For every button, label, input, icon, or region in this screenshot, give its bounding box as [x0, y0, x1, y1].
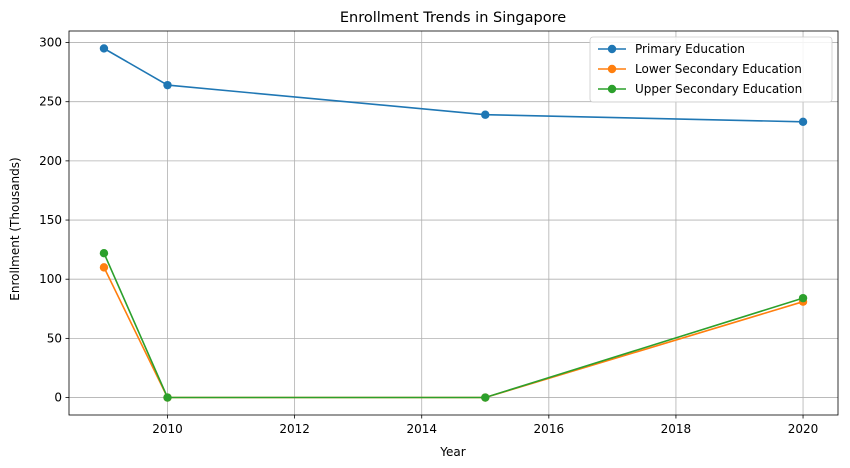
- series-line: [103, 47, 804, 123]
- data-point: [798, 293, 808, 303]
- data-point: [99, 44, 109, 53]
- legend-marker: [607, 44, 617, 54]
- axis-ticks: 2010 2012 2014 2016 2018 2020 0 50 100 150 200 250 3…: [39, 36, 818, 436]
- legend-label: Upper Secondary Education: [635, 82, 802, 96]
- legend-marker: [607, 64, 617, 74]
- series-layer: [99, 44, 808, 402]
- legend-label: Primary Education: [635, 42, 745, 56]
- series-line: [103, 267, 804, 399]
- x-tick-label: 2010: [152, 422, 183, 436]
- x-tick-label: 2012: [279, 422, 310, 436]
- legend-box: [589, 36, 833, 103]
- x-tick-label: 2020: [788, 422, 819, 436]
- y-tick-label: 150: [39, 213, 62, 227]
- data-point: [99, 263, 109, 272]
- data-point: [163, 393, 172, 402]
- data-point: [798, 117, 808, 127]
- x-axis-label: Year: [439, 445, 465, 459]
- y-tick-label: 200: [39, 154, 62, 168]
- chart-title: Enrollment Trends in Singapore: [340, 10, 566, 26]
- plot-frame: [68, 30, 839, 416]
- series-line: [103, 252, 804, 399]
- y-tick-label: 250: [39, 95, 62, 109]
- data-point: [481, 110, 490, 119]
- series-2: [99, 263, 808, 402]
- series-3: [99, 248, 808, 402]
- legend-label: Lower Secondary Education: [635, 62, 802, 76]
- y-tick-label: 300: [39, 36, 62, 50]
- x-tick-label: 2014: [406, 422, 437, 436]
- y-tick-label: 100: [39, 272, 62, 286]
- legend-marker: [607, 84, 617, 94]
- y-axis-label: Enrollment (Thousands): [8, 157, 22, 300]
- data-point: [99, 248, 109, 258]
- legend: Primary Education Lower Secondary Educati…: [589, 36, 833, 103]
- y-tick-label: 0: [54, 391, 62, 405]
- data-point: [481, 393, 490, 402]
- x-tick-label: 2018: [661, 422, 692, 436]
- series-1: [99, 44, 808, 127]
- x-tick-label: 2016: [534, 422, 565, 436]
- y-tick-label: 50: [47, 331, 62, 345]
- data-point: [163, 80, 172, 90]
